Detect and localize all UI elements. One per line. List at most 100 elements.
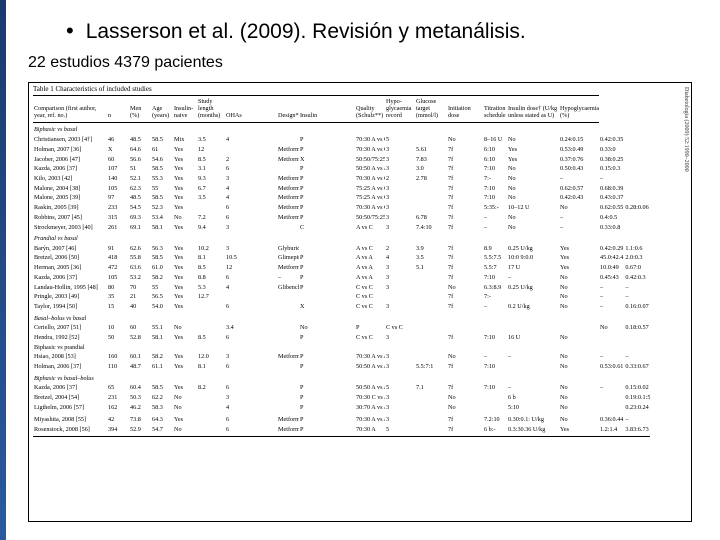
cell (415, 415, 447, 425)
cell: 7f (447, 333, 483, 343)
cell: No (559, 415, 599, 425)
cell: Glimepiride, metformin, TZD (277, 253, 299, 263)
cell: 0.53:0.61 (599, 362, 624, 372)
cell: P (299, 145, 355, 155)
cell: P (299, 402, 355, 412)
table-row: Miyashita, 2008 [55]4273.864.3Yes6Metfor… (33, 415, 675, 425)
table-row: Landau-Hollin, 1995 [48]807055Yes5.34Gli… (33, 282, 675, 292)
cell: 3 (385, 203, 415, 213)
cell: 3.5 (197, 193, 225, 203)
cell: 0.50:0.43 (559, 164, 599, 174)
cell: 3.9 (415, 243, 447, 253)
cell (483, 393, 507, 403)
cell: No (173, 323, 197, 333)
cell: Ceriello, 2007 [51] (33, 323, 107, 333)
cell: 58.1 (151, 222, 173, 232)
cell: 5.5:7.5 (483, 253, 507, 263)
cell: P (299, 383, 355, 393)
cell: – (277, 273, 299, 283)
cell: 7.2:10 (483, 415, 507, 425)
cell: 54.7 (151, 424, 173, 436)
cell: 60 (129, 323, 151, 333)
cell: 6 (225, 203, 277, 213)
cell: 7f (447, 415, 483, 425)
cell: 8.8 (197, 273, 225, 283)
cell: 48.7 (129, 362, 151, 372)
cell (197, 342, 225, 352)
cell: 315 (107, 213, 129, 223)
cell: Robbins, 2007 [45] (33, 213, 107, 223)
cell (559, 323, 599, 333)
cell: Yes (173, 263, 197, 273)
table-row: Rosenstock, 2008 [56]39452.954.7No6Metfo… (33, 424, 675, 436)
cell: Pringle, 2003 [49] (33, 292, 107, 302)
cell: 40 (129, 302, 151, 312)
cell: – (624, 282, 649, 292)
cell: 58.5 (151, 193, 173, 203)
cell: 62.6 (129, 243, 151, 253)
cell: Yes (173, 253, 197, 263)
table-frame: Table 1 Characteristics of included stud… (28, 82, 692, 522)
cell: Yes (507, 154, 559, 164)
cell: X (299, 302, 355, 312)
cell: P (299, 263, 355, 273)
cell (277, 302, 299, 312)
cell: 55 (151, 183, 173, 193)
cell: 10.2 (197, 243, 225, 253)
section-label: Prandial vs basal (33, 232, 599, 243)
cell: Kazda, 2006 [37] (33, 273, 107, 283)
cell (415, 393, 447, 403)
cell: 7:- (483, 174, 507, 184)
cell (197, 203, 225, 213)
cell: 52.1 (129, 174, 151, 184)
cell: 70:30 A (355, 424, 385, 436)
cell: 233 (107, 203, 129, 213)
cell: 3 (225, 393, 277, 403)
cell: P (299, 362, 355, 372)
col-header: Glucose target (mmol/l) (415, 96, 447, 123)
cell: 3 (385, 282, 415, 292)
cell: 50:50 A vs A (355, 383, 385, 393)
cell (650, 323, 675, 333)
cell: 8–16 U (483, 135, 507, 145)
cell: Yes (173, 154, 197, 164)
cell: Holman, 2007 [36] (33, 145, 107, 155)
table-header: Comparison (first author, year, ref. no.… (33, 96, 675, 123)
cell: Jacober, 2006 [47] (33, 154, 107, 164)
cell: Yes (507, 145, 559, 155)
cell: 61 (151, 145, 173, 155)
cell: 5:35:- (483, 203, 507, 213)
cell (483, 342, 507, 352)
cell: 7f (447, 222, 483, 232)
cell: Metformin (277, 352, 299, 362)
cell: 58.1 (151, 333, 173, 343)
cell: 12 (197, 145, 225, 155)
cell: Biphasic vs prandial (33, 342, 107, 352)
cell: No (559, 333, 599, 343)
cell: 61.1 (151, 362, 173, 372)
cell: No (559, 362, 599, 372)
cell: 61.0 (151, 263, 173, 273)
section-label: Basal–bolus vs basal (33, 312, 599, 323)
col-header: OHAs (225, 96, 277, 123)
cell (507, 342, 559, 352)
cell: 5.61 (415, 145, 447, 155)
cell: 10.0:49 (599, 263, 624, 273)
cell: 105 (107, 273, 129, 283)
cell: 4 (225, 193, 277, 203)
cell: 8.1 (197, 253, 225, 263)
cell: 54.0 (151, 302, 173, 312)
cell: 10–12 U (507, 203, 559, 213)
cell: 8.9 (483, 243, 507, 253)
cell: No (507, 183, 559, 193)
cell: A vs A (355, 273, 385, 283)
cell: P (299, 203, 355, 213)
cell: 0.62:0.55 (599, 203, 624, 213)
cell: No (507, 213, 559, 223)
cell: – (599, 302, 624, 312)
cell: Yes (173, 273, 197, 283)
cell: 70:30 A vs C vs C (355, 174, 385, 184)
cell: C vs C (355, 302, 385, 312)
cell: 6 (225, 164, 277, 174)
cell: 3.5 (197, 135, 225, 145)
